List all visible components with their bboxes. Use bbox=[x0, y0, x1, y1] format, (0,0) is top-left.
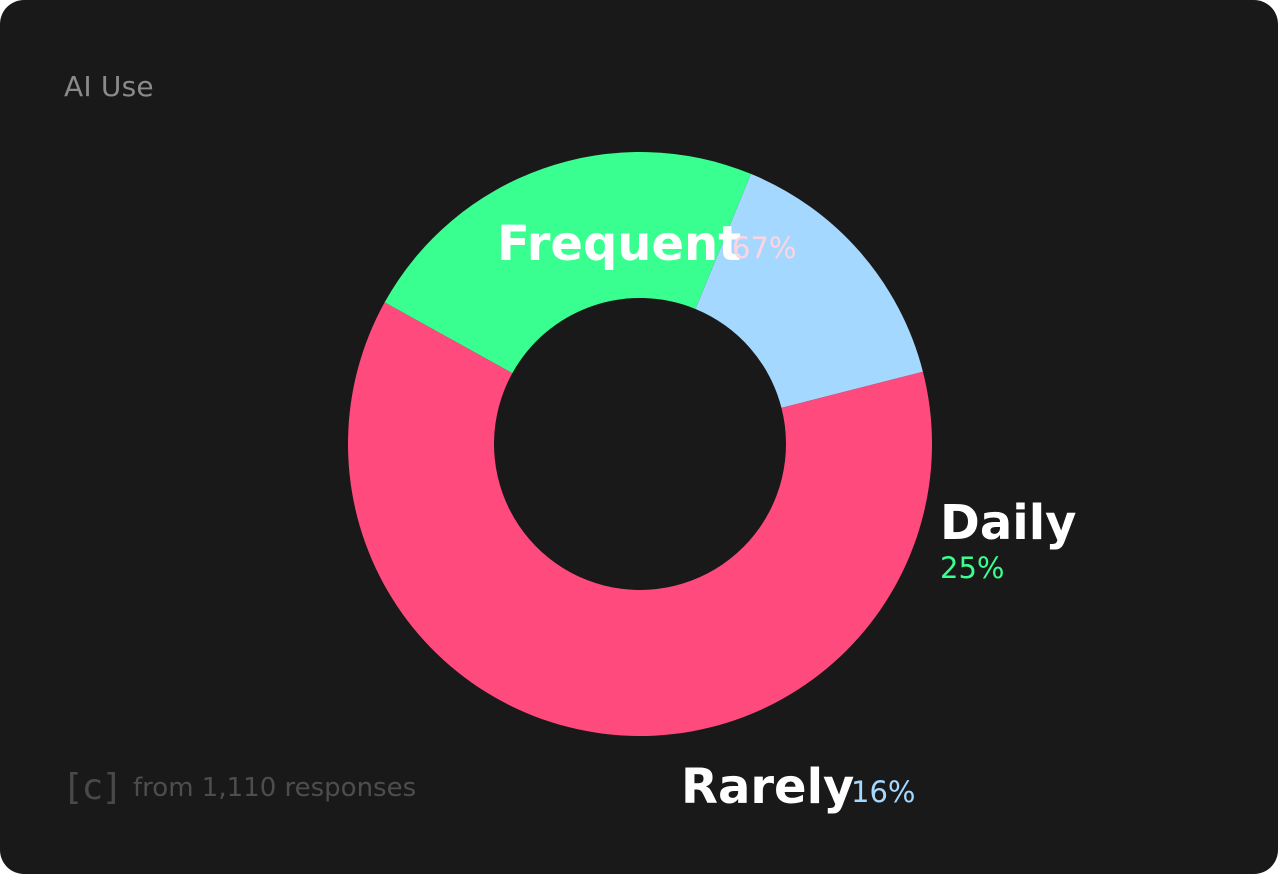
slice-value-daily: 25% bbox=[940, 551, 1004, 585]
chart-title: AI Use bbox=[64, 70, 154, 103]
slice-value-rarely: 16% bbox=[851, 775, 915, 809]
slice-label-rarely: Rarely bbox=[681, 759, 854, 815]
donut-slice-daily bbox=[384, 151, 751, 374]
footer: [c] from 1,110 responses bbox=[62, 770, 416, 806]
brand-logo: [c] bbox=[62, 767, 123, 808]
slice-value-frequent: 67% bbox=[732, 231, 796, 265]
donut-slice-frequent bbox=[347, 302, 932, 736]
slice-label-daily: Daily bbox=[940, 495, 1076, 551]
response-count: from 1,110 responses bbox=[133, 773, 417, 803]
donut-slice-rarely bbox=[695, 173, 923, 408]
slice-label-frequent: Frequent bbox=[497, 216, 741, 272]
donut-slices bbox=[347, 151, 932, 736]
